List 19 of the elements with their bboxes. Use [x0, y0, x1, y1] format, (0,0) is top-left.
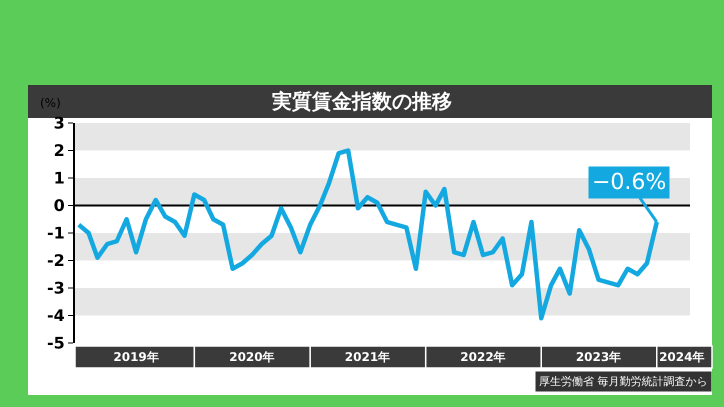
y-tick-label: 3 — [54, 114, 65, 133]
y-tick-label: 0 — [54, 196, 65, 216]
y-tick-label: -4 — [47, 306, 65, 326]
x-tick-label: 2022年 — [460, 350, 506, 364]
x-tick-label: 2019年 — [113, 350, 159, 364]
chart-title: 実質賃金指数の推移 — [271, 89, 452, 113]
y-tick-label: 1 — [54, 168, 65, 188]
y-tick-label: -3 — [47, 278, 65, 298]
annotation: −0.6% — [592, 170, 666, 195]
text: 厚生労働省 毎月勤労統計調査から — [539, 375, 708, 388]
x-tick-label: 2021年 — [344, 350, 390, 364]
x-tick-label: 2023年 — [576, 350, 622, 364]
y-tick-label: 2 — [54, 141, 65, 160]
x-tick-label: 2020年 — [229, 350, 275, 364]
y-axis-title: (%) — [40, 96, 61, 110]
y-tick-label: -2 — [47, 251, 65, 270]
y-tick-label: -1 — [47, 224, 65, 243]
y-tick-label: -5 — [47, 334, 65, 353]
x-tick-label: 2024年 — [659, 350, 704, 364]
